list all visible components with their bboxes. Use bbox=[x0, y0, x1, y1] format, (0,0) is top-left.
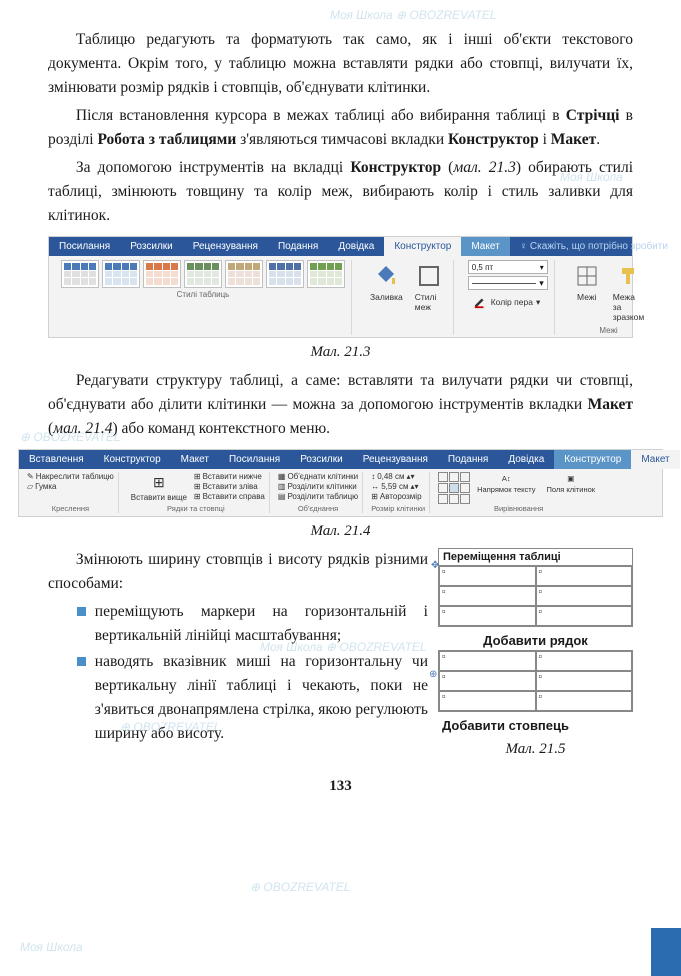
autofit-icon: ⊞ bbox=[371, 492, 378, 501]
draw-table-button[interactable]: ✎Накреслити таблицю bbox=[27, 472, 114, 481]
split-cells-button[interactable]: ▥Розділити клітинки bbox=[278, 482, 358, 491]
cell-margins-button[interactable]: ▣ Поля клітинок bbox=[543, 472, 600, 504]
split-table-button[interactable]: ▤Розділити таблицю bbox=[278, 492, 358, 501]
mini-title-addcol: Добавити стовпець bbox=[438, 716, 633, 735]
tab-view[interactable]: Подання bbox=[268, 237, 328, 256]
table-styles-gallery[interactable] bbox=[61, 260, 345, 288]
insert-right-button[interactable]: ⊞Вставити справа bbox=[194, 492, 265, 501]
tab-help[interactable]: Довідка bbox=[328, 237, 384, 256]
tab-draw[interactable]: Конструктор bbox=[94, 450, 171, 469]
margins-icon: ▣ bbox=[567, 474, 574, 483]
table-style-thumb[interactable] bbox=[61, 260, 99, 288]
merge-cells-button[interactable]: ▦Об'єднати клітинки bbox=[278, 472, 358, 481]
insert-below-icon: ⊞ bbox=[194, 472, 201, 481]
borders-icon bbox=[573, 262, 601, 290]
tab-mailings[interactable]: Розсилки bbox=[290, 450, 353, 469]
paragraph-1: Таблицю редагують та форматують так само… bbox=[48, 28, 633, 100]
row-height-input[interactable]: ↕0,48 см▴▾ bbox=[371, 472, 425, 481]
height-icon: ↕ bbox=[371, 472, 375, 481]
paragraph-5: Змінюють ширину стовпців і висоту рядків… bbox=[48, 548, 428, 596]
insert-right-icon: ⊞ bbox=[194, 492, 201, 501]
tell-me[interactable]: ♀ Скажіть, що потрібно зробити bbox=[510, 237, 678, 256]
tab-help[interactable]: Довідка bbox=[498, 450, 554, 469]
alignment-grid[interactable] bbox=[438, 472, 470, 504]
bullet-1: переміщують маркери на горизонтальній і … bbox=[77, 600, 428, 648]
pen-color-button[interactable]: Колір пера▾ bbox=[468, 292, 548, 312]
tab-view[interactable]: Подання bbox=[438, 450, 498, 469]
table-style-thumb[interactable] bbox=[102, 260, 140, 288]
pen-style-preview[interactable]: ▾ bbox=[468, 276, 548, 290]
tab-layout-contextual[interactable]: Макет bbox=[461, 237, 509, 256]
border-styles-button[interactable]: Стилі меж bbox=[411, 260, 447, 314]
paragraph-4: Редагувати структуру таблиці, а саме: вс… bbox=[48, 369, 633, 441]
split-table-icon: ▤ bbox=[278, 492, 286, 501]
caption-21-5: Мал. 21.5 bbox=[438, 741, 633, 758]
figure-21-5: Переміщення таблиці ✥ ¤¤ ¤¤ ¤¤ Добавити … bbox=[438, 548, 633, 766]
fill-button[interactable]: Заливка bbox=[366, 260, 407, 314]
merge-icon: ▦ bbox=[278, 472, 286, 481]
watermark: Моя Школа bbox=[20, 940, 83, 954]
insert-below-button[interactable]: ⊞Вставити нижче bbox=[194, 472, 265, 481]
paragraph-2: Після встановлення курсора в межах табли… bbox=[48, 104, 633, 152]
insert-above-button[interactable]: ⊞ Вставити вище bbox=[127, 472, 191, 504]
pencil-icon: ✎ bbox=[27, 472, 34, 481]
split-icon: ▥ bbox=[278, 482, 286, 491]
tab-layout[interactable]: Макет bbox=[171, 450, 219, 469]
tab-references[interactable]: Посилання bbox=[49, 237, 120, 256]
group-label-styles: Стилі таблиць bbox=[177, 290, 230, 299]
tab-design[interactable]: Конструктор bbox=[554, 450, 631, 469]
mini-title-addrow: Добавити рядок bbox=[438, 631, 633, 650]
table-style-thumb[interactable] bbox=[143, 260, 181, 288]
tab-mailings[interactable]: Розсилки bbox=[120, 237, 183, 256]
paint-bucket-icon bbox=[372, 262, 400, 290]
pen-icon bbox=[472, 294, 488, 310]
tab-references[interactable]: Посилання bbox=[219, 450, 290, 469]
borders-button[interactable]: Межі bbox=[569, 260, 605, 324]
caption-21-3: Мал. 21.3 bbox=[48, 344, 633, 361]
bullet-2: наводять вказівник миші на горизонтальну… bbox=[77, 650, 428, 746]
eraser-button[interactable]: ▱Гумка bbox=[27, 482, 114, 491]
text-direction-button[interactable]: A↕ Напрямок тексту bbox=[473, 472, 539, 504]
text-direction-icon: A↕ bbox=[502, 474, 511, 483]
border-painter-icon bbox=[614, 262, 642, 290]
insert-left-button[interactable]: ⊞Вставити зліва bbox=[194, 482, 265, 491]
add-row-icon: ⊕ bbox=[429, 669, 437, 680]
paragraph-3: За допомогою інструментів на вкладці Кон… bbox=[48, 156, 633, 228]
tab-design-active[interactable]: Конструктор bbox=[384, 237, 461, 256]
autofit-button[interactable]: ⊞Авторозмір bbox=[371, 492, 425, 501]
insert-above-icon: ⊞ bbox=[153, 474, 165, 491]
mini-title-move: Переміщення таблиці bbox=[439, 549, 632, 566]
ribbon-konstruktor: Посилання Розсилки Рецензування Подання … bbox=[48, 236, 633, 338]
tab-review[interactable]: Рецензування bbox=[353, 450, 438, 469]
table-style-thumb[interactable] bbox=[307, 260, 345, 288]
line-weight-select[interactable]: 0,5 пт ▾ bbox=[468, 260, 548, 274]
table-style-thumb[interactable] bbox=[266, 260, 304, 288]
border-painter-button[interactable]: Межа за зразком bbox=[609, 260, 649, 324]
page-number: 133 bbox=[48, 778, 633, 795]
watermark: ⊕ OBOZREVATEL bbox=[250, 880, 351, 894]
eraser-icon: ▱ bbox=[27, 482, 33, 491]
table-style-thumb[interactable] bbox=[225, 260, 263, 288]
table-style-thumb[interactable] bbox=[184, 260, 222, 288]
width-icon: ↔ bbox=[371, 482, 379, 491]
tab-insert[interactable]: Вставлення bbox=[19, 450, 94, 469]
tab-layout-active[interactable]: Макет bbox=[631, 450, 679, 469]
ribbon-maket: Вставлення Конструктор Макет Посилання Р… bbox=[18, 449, 663, 517]
col-width-input[interactable]: ↔5,59 см▴▾ bbox=[371, 482, 425, 491]
page-corner-tab bbox=[651, 928, 681, 976]
insert-left-icon: ⊞ bbox=[194, 482, 201, 491]
caption-21-4: Мал. 21.4 bbox=[48, 523, 633, 540]
group-label-borders: Межі bbox=[599, 326, 617, 335]
border-styles-icon bbox=[415, 262, 443, 290]
tab-review[interactable]: Рецензування bbox=[183, 237, 268, 256]
